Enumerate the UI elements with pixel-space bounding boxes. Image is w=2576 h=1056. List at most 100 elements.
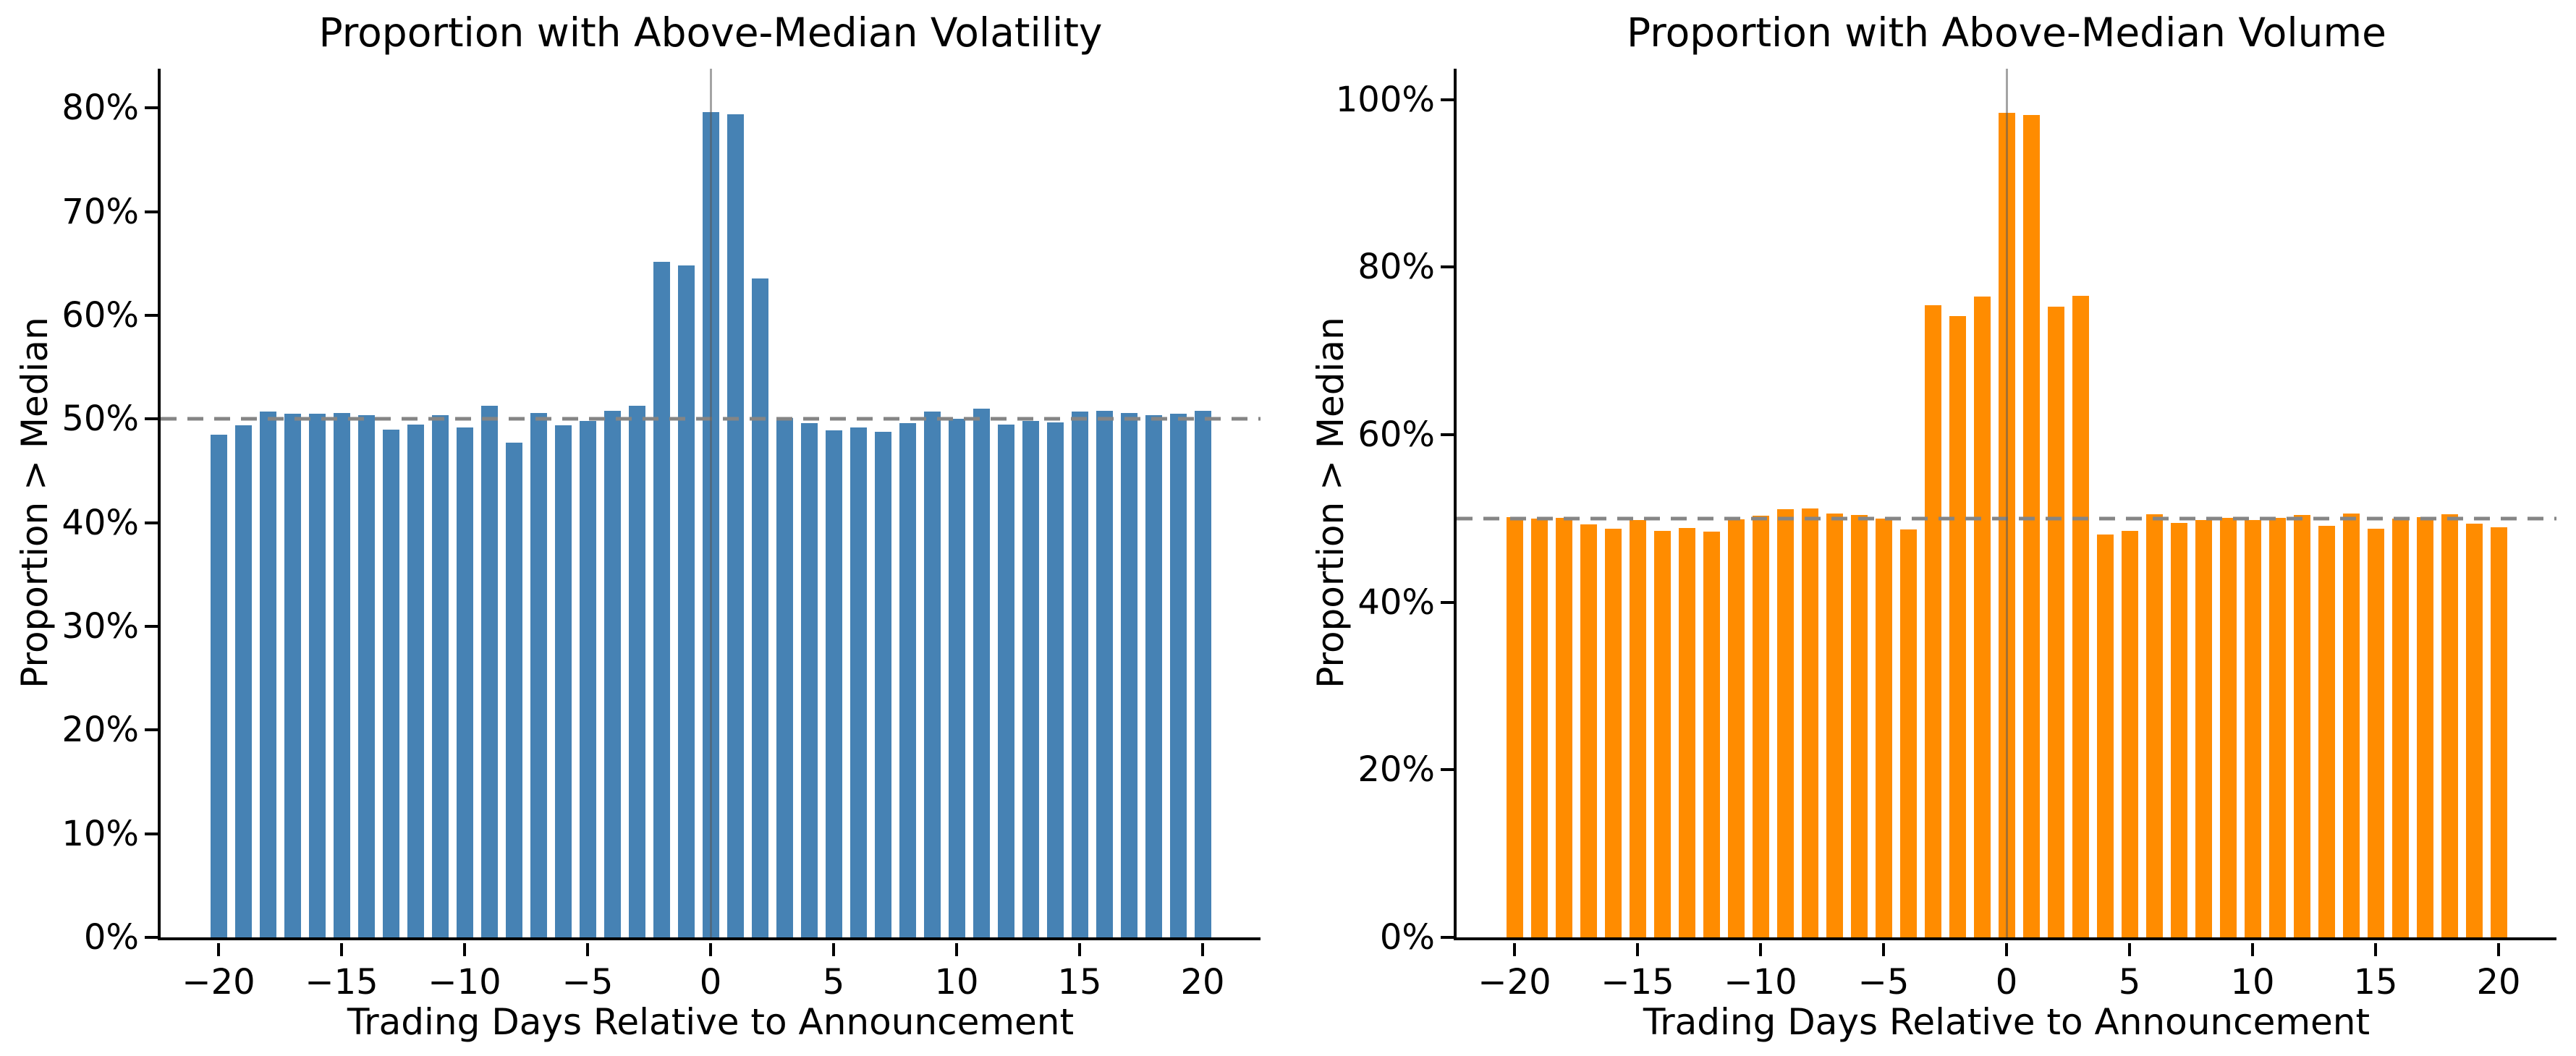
bar-day--13	[382, 429, 399, 937]
x-tick-mark	[340, 943, 343, 956]
x-tick-label: 15	[2353, 962, 2398, 1002]
bar-day--11	[431, 414, 449, 937]
bar-day-6	[850, 427, 867, 937]
bar-day-14	[1046, 422, 1064, 937]
bar-day-5	[2121, 531, 2138, 937]
x-tick-mark	[2005, 943, 2008, 956]
y-tick-label: 40%	[1357, 582, 1435, 623]
bar-day--15	[1629, 520, 1646, 937]
x-tick-label: −5	[1857, 962, 1910, 1002]
x-tick-mark	[709, 943, 712, 956]
bar-day--8	[505, 443, 522, 937]
x-tick-mark	[217, 943, 220, 956]
x-tick-label: −10	[428, 962, 501, 1002]
y-tick-mark	[145, 417, 158, 421]
x-tick-label: 0	[699, 962, 722, 1002]
y-tick-mark	[1441, 433, 1454, 437]
y-tick-mark	[145, 625, 158, 629]
announcement-day-line	[2005, 69, 2008, 937]
bar-day-11	[2268, 517, 2286, 937]
x-tick-mark	[1513, 943, 1516, 956]
bar-day-20	[2490, 527, 2507, 937]
bar-day-2	[751, 278, 768, 937]
bar-day--9	[1776, 509, 1794, 937]
x-tick-label: 20	[2476, 962, 2521, 1002]
bar-day-1	[726, 114, 744, 937]
bar-day-18	[2441, 514, 2458, 937]
bar-day--4	[603, 410, 621, 937]
bar-day-4	[800, 423, 818, 937]
bar-day--15	[333, 412, 350, 937]
bar-day--7	[530, 412, 547, 937]
bar-day--14	[1653, 531, 1671, 937]
y-tick-label: 80%	[62, 88, 139, 129]
volume-y-axis-label: Proportion > Median	[1310, 317, 1352, 689]
x-tick-mark	[955, 943, 958, 956]
bar-day-19	[2465, 523, 2483, 937]
y-tick-label: 10%	[62, 813, 139, 854]
y-tick-label: 0%	[83, 917, 139, 958]
y-tick-label: 80%	[1357, 247, 1435, 288]
x-tick-mark	[1759, 943, 1762, 956]
x-tick-label: −15	[305, 962, 378, 1002]
bar-day--11	[1727, 519, 1745, 937]
bar-day-16	[1096, 410, 1113, 937]
bar-day--9	[480, 405, 498, 937]
y-tick-mark	[145, 936, 158, 939]
x-tick-label: 15	[1057, 962, 1102, 1002]
x-tick-mark	[2251, 943, 2254, 956]
volatility-chart: Proportion with Above-Median Volatility …	[14, 9, 1261, 1043]
bar-day-15	[1071, 412, 1088, 937]
bar-day-17	[1120, 412, 1137, 937]
y-tick-mark	[1441, 936, 1454, 939]
bar-day--2	[1949, 315, 1966, 937]
x-tick-label: −15	[1601, 962, 1674, 1002]
y-tick-label: 100%	[1335, 79, 1435, 120]
bar-day-13	[2318, 526, 2335, 937]
y-tick-mark	[145, 521, 158, 524]
bar-day--3	[1924, 305, 1941, 937]
x-tick-label: 5	[822, 962, 845, 1002]
bar-day-17	[2416, 516, 2433, 937]
bar-day-14	[2342, 513, 2360, 937]
y-tick-mark	[145, 314, 158, 318]
bar-day--20	[1506, 516, 1523, 937]
bar-day-4	[2096, 534, 2114, 937]
bar-day-12	[2293, 515, 2310, 937]
bar-day-8	[2195, 520, 2212, 937]
bar-day--10	[1752, 516, 1769, 937]
bar-day-20	[1194, 410, 1211, 937]
announcement-day-line	[709, 69, 712, 937]
volatility-left-spine	[158, 69, 161, 940]
y-tick-label: 60%	[62, 295, 139, 336]
bar-day-7	[2170, 522, 2187, 937]
y-tick-label: 70%	[62, 191, 139, 232]
x-tick-mark	[832, 943, 835, 956]
y-tick-mark	[145, 210, 158, 213]
x-tick-mark	[1201, 943, 1204, 956]
volume-bottom-spine	[1454, 937, 2556, 940]
bar-day--10	[456, 427, 473, 937]
bar-day--16	[1604, 528, 1622, 937]
bar-day--5	[579, 421, 596, 937]
bar-day--1	[677, 265, 695, 937]
bar-day--20	[210, 434, 227, 937]
volatility-plot-area: 0% 10% 20% 30% 40% 50% 60% 70% 80% −20 −15 −10 −5 0 5 1…	[62, 69, 1261, 1002]
x-tick-mark	[2374, 943, 2377, 956]
y-tick-label: 0%	[1379, 917, 1435, 958]
volatility-bottom-spine	[158, 937, 1261, 940]
volume-plot-area: 0% 20% 40% 60% 80% 100% −20 −15 −10 −5 0 5 10 15 20	[1336, 69, 2556, 1002]
y-tick-label: 50%	[62, 399, 139, 440]
bar-day--2	[653, 261, 670, 937]
x-tick-mark	[2497, 943, 2500, 956]
bar-day-9	[923, 412, 941, 937]
x-tick-mark	[586, 943, 589, 956]
volume-x-axis-label: Trading Days Relative to Announcement	[1643, 1001, 2370, 1043]
bar-day--18	[259, 412, 276, 937]
y-tick-mark	[1441, 265, 1454, 269]
x-tick-label: 0	[1995, 962, 2018, 1002]
x-tick-label: 10	[934, 962, 979, 1002]
bar-day--5	[1875, 518, 1892, 937]
x-tick-mark	[2128, 943, 2131, 956]
bar-day-10	[2244, 520, 2261, 937]
